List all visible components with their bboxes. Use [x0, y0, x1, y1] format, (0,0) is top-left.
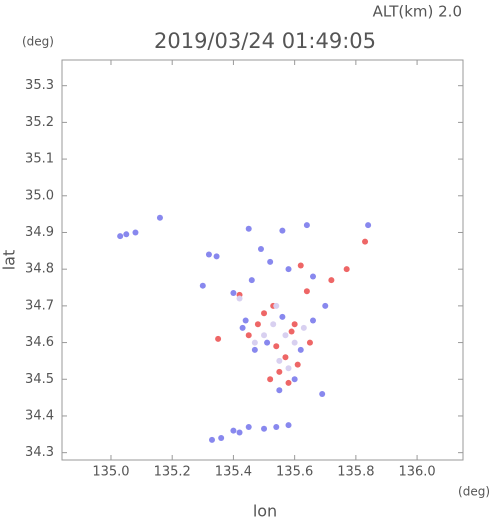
point [310, 317, 317, 324]
point [230, 427, 237, 434]
point [279, 313, 286, 320]
point [297, 262, 304, 269]
y-tick-label: 34.7 [25, 298, 54, 313]
point [276, 387, 283, 394]
point [285, 422, 292, 429]
point [245, 225, 252, 232]
x-axis-label: lon [253, 502, 277, 521]
point [297, 346, 304, 353]
point [267, 258, 274, 265]
x-tick-label: 135.4 [215, 465, 252, 480]
x-tick-label: 135.6 [276, 465, 313, 480]
point [365, 222, 372, 229]
point [208, 436, 215, 443]
y-tick-label: 34.4 [25, 408, 54, 423]
point [230, 290, 237, 297]
point [245, 423, 252, 430]
point [261, 425, 268, 432]
point [310, 273, 317, 280]
point [248, 277, 255, 284]
point [300, 324, 307, 331]
point [291, 339, 298, 346]
point [261, 310, 268, 317]
point [288, 328, 295, 335]
x-tick-label: 135.2 [154, 465, 191, 480]
point [276, 368, 283, 375]
y-tick-label: 35.1 [25, 152, 54, 167]
point [319, 390, 326, 397]
point [213, 253, 220, 260]
point [236, 295, 243, 302]
point [285, 365, 292, 372]
chart-subtitle: ALT(km) 2.0 [373, 3, 462, 21]
y-tick-label: 35.0 [25, 188, 54, 203]
point [285, 266, 292, 273]
point [273, 423, 280, 430]
y-tick-label: 34.9 [25, 225, 54, 240]
point [156, 214, 163, 221]
point [282, 332, 289, 339]
x-unit: (deg) [458, 485, 490, 499]
point [236, 429, 243, 436]
point [245, 332, 252, 339]
point [362, 238, 369, 245]
plot-frame [61, 59, 464, 461]
point [276, 357, 283, 364]
point [279, 227, 286, 234]
y-tick-label: 34.5 [25, 372, 54, 387]
point [273, 343, 280, 350]
point [285, 379, 292, 386]
point [291, 376, 298, 383]
point [328, 277, 335, 284]
point [267, 376, 274, 383]
y-tick-label: 34.8 [25, 262, 54, 277]
point [242, 317, 249, 324]
point [199, 282, 206, 289]
point [132, 229, 139, 236]
point [291, 321, 298, 328]
y-unit: (deg) [22, 35, 54, 49]
point [322, 302, 329, 309]
point [303, 288, 310, 295]
point [117, 233, 124, 240]
point [273, 302, 280, 309]
y-tick-label: 34.3 [25, 445, 54, 460]
point [303, 222, 310, 229]
y-tick-label: 35.3 [25, 78, 54, 93]
point [215, 335, 222, 342]
point [251, 339, 258, 346]
point [123, 231, 130, 238]
point [261, 332, 268, 339]
point [257, 245, 264, 252]
point [205, 251, 212, 258]
point [306, 339, 313, 346]
x-tick-label: 135.8 [337, 465, 374, 480]
point [282, 354, 289, 361]
y-axis-label: lat [0, 250, 19, 271]
x-tick-label: 135.0 [92, 465, 129, 480]
point [264, 339, 271, 346]
point [343, 266, 350, 273]
chart-title: 2019/03/24 01:49:05 [154, 29, 376, 53]
point [239, 324, 246, 331]
point [270, 321, 277, 328]
point [294, 361, 301, 368]
y-tick-label: 34.6 [25, 335, 54, 350]
point [251, 346, 258, 353]
point [218, 434, 225, 441]
y-tick-label: 35.2 [25, 115, 54, 130]
x-tick-label: 136.0 [398, 465, 435, 480]
point [254, 321, 261, 328]
